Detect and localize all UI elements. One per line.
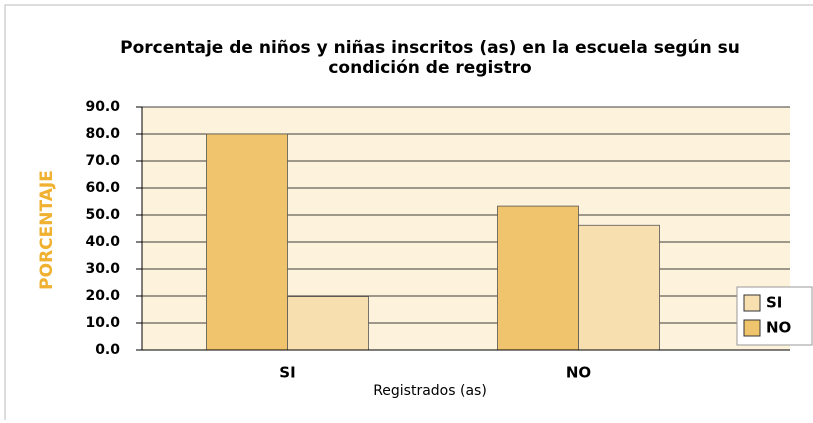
legend-swatch: [743, 319, 761, 337]
bar: [497, 205, 579, 351]
y-tick-label: 50.0: [85, 207, 120, 223]
x-tick-label: SI: [279, 364, 295, 382]
x-tick-label: NO: [566, 364, 591, 382]
bar: [206, 133, 288, 351]
y-tick-label: 10.0: [85, 315, 120, 331]
y-axis-label: PORCENTAJE: [37, 170, 57, 290]
y-tick-label: 70.0: [85, 153, 120, 169]
y-tick-label: 60.0: [85, 180, 120, 196]
bar: [287, 296, 369, 351]
frame: [4, 4, 813, 420]
y-tick-label: 90.0: [85, 99, 120, 115]
y-tick-label: 80.0: [85, 126, 120, 142]
y-tick-label: 20.0: [85, 288, 120, 304]
y-tick-label: 30.0: [85, 261, 120, 277]
legend-label: SI: [766, 294, 782, 312]
legend-swatch: [743, 294, 761, 312]
legend-label: NO: [766, 319, 791, 337]
x-axis-label: Registrados (as): [373, 383, 487, 399]
chart-title: Porcentaje de niños y niñas inscritos (a…: [120, 38, 740, 78]
y-tick-label: 40.0: [85, 234, 120, 250]
y-tick-label: 0.0: [95, 342, 120, 358]
bar: [578, 224, 660, 351]
